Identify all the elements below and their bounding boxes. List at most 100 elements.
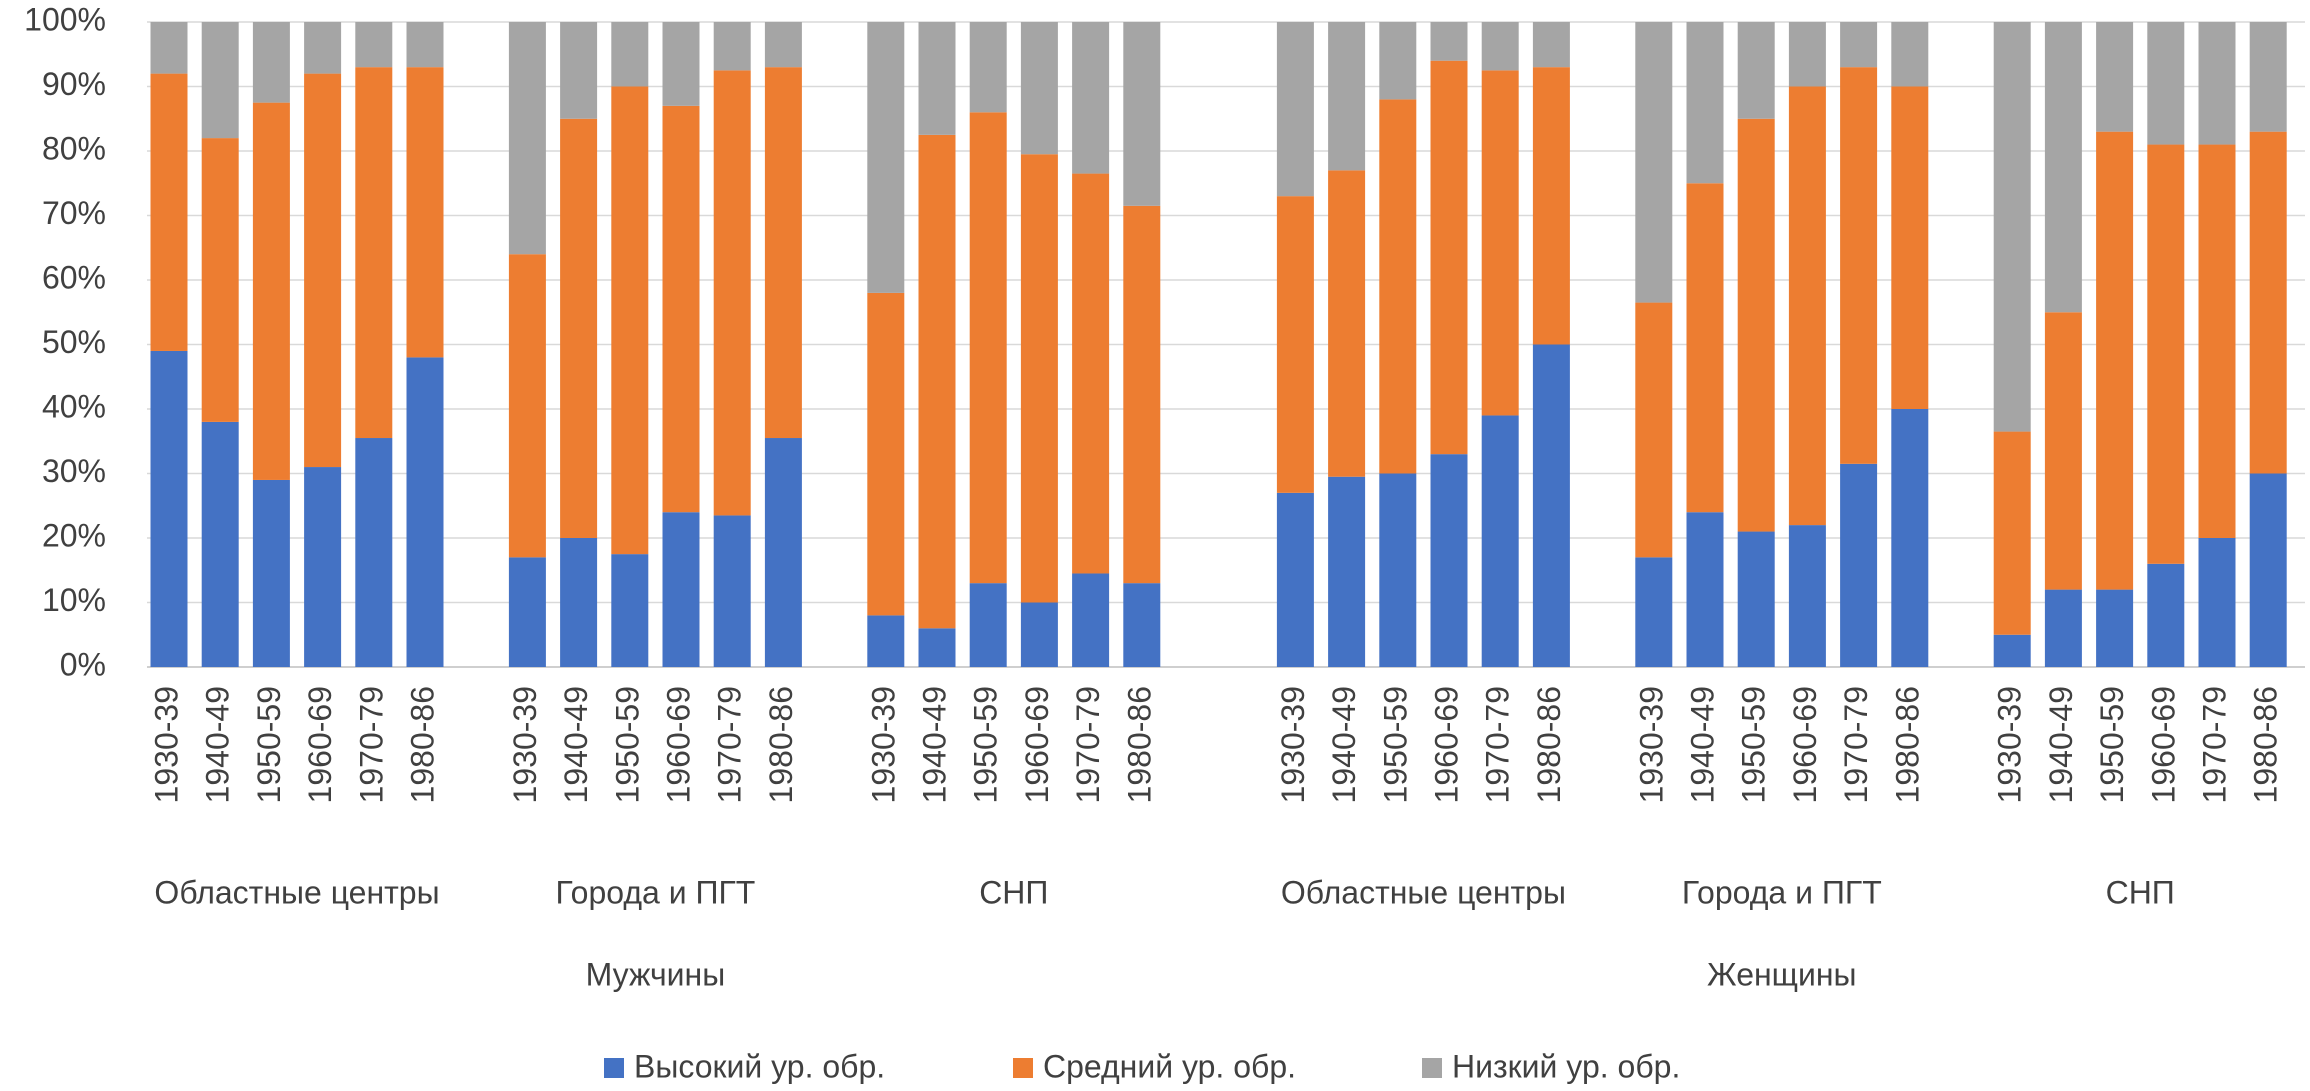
y-tick-label: 20% bbox=[42, 517, 106, 553]
bar-segment bbox=[764, 67, 802, 439]
bar-segment bbox=[1123, 22, 1161, 206]
x-tick-label: 1930-39 bbox=[865, 686, 901, 803]
bar-segment bbox=[969, 22, 1007, 113]
bar-segment bbox=[1993, 634, 2031, 667]
x-tick-label: 1940-49 bbox=[916, 686, 952, 803]
x-tick-label: 1950-59 bbox=[2094, 686, 2130, 803]
subgroup-label: СНП bbox=[979, 874, 1048, 910]
x-tick-label: 1970-79 bbox=[1838, 686, 1874, 803]
y-tick-label: 0% bbox=[60, 646, 106, 682]
bar-segment bbox=[1788, 22, 1826, 87]
bar-segment bbox=[1993, 22, 2031, 432]
bar-segment bbox=[867, 615, 905, 667]
bar-segment bbox=[560, 538, 598, 667]
bar-segment bbox=[611, 86, 649, 555]
legend-swatch bbox=[604, 1058, 624, 1078]
bar-segment bbox=[252, 22, 290, 103]
legend-swatch bbox=[1013, 1058, 1033, 1078]
x-tick-label: 1970-79 bbox=[1070, 686, 1106, 803]
bar-segment bbox=[1072, 22, 1110, 174]
bar-segment bbox=[2147, 563, 2185, 667]
y-tick-label: 40% bbox=[42, 388, 106, 424]
bar-segment bbox=[1891, 22, 1929, 87]
subgroup-label: Областные центры bbox=[1281, 874, 1566, 910]
bar-segment bbox=[2198, 22, 2236, 145]
x-tick-label: 1980-86 bbox=[2248, 686, 2284, 803]
bar-segment bbox=[764, 438, 802, 667]
bar-segment bbox=[304, 22, 342, 74]
bar-segment bbox=[2249, 473, 2287, 667]
x-tick-label: 1980-86 bbox=[763, 686, 799, 803]
x-tick-label: 1930-39 bbox=[1275, 686, 1311, 803]
bar-segment bbox=[918, 134, 956, 629]
y-tick-label: 50% bbox=[42, 324, 106, 360]
bar-segment bbox=[1276, 196, 1314, 493]
bar-segment bbox=[1686, 22, 1724, 184]
x-tick-label: 1980-86 bbox=[1889, 686, 1925, 803]
bar-segment bbox=[2147, 144, 2185, 564]
x-tick-label: 1960-69 bbox=[660, 686, 696, 803]
bar-segment bbox=[304, 73, 342, 468]
bar-segment bbox=[2249, 131, 2287, 474]
y-tick-label: 10% bbox=[42, 582, 106, 618]
bar-segment bbox=[1020, 602, 1058, 667]
y-tick-label: 80% bbox=[42, 130, 106, 166]
y-tick-label: 60% bbox=[42, 259, 106, 295]
bar-segment bbox=[713, 515, 751, 667]
legend-label: Средний ур. обр. bbox=[1043, 1048, 1296, 1084]
bar-segment bbox=[406, 67, 444, 358]
bar-segment bbox=[1891, 86, 1929, 409]
x-tick-label: 1940-49 bbox=[558, 686, 594, 803]
x-tick-label: 1950-59 bbox=[1736, 686, 1772, 803]
x-tick-label: 1970-79 bbox=[1480, 686, 1516, 803]
x-tick-label: 1980-86 bbox=[404, 686, 440, 803]
bar-segment bbox=[1430, 454, 1468, 667]
bar-segment bbox=[1993, 431, 2031, 635]
bar-segment bbox=[713, 22, 751, 71]
subgroup-label: Областные центры bbox=[154, 874, 439, 910]
bar-segment bbox=[1635, 302, 1673, 558]
bar-segment bbox=[2147, 22, 2185, 145]
bar-segment bbox=[1072, 173, 1110, 574]
bar-segment bbox=[1020, 22, 1058, 155]
bar-segment bbox=[2044, 589, 2082, 667]
bar-segment bbox=[1430, 60, 1468, 455]
y-tick-label: 70% bbox=[42, 195, 106, 231]
bar-segment bbox=[508, 22, 546, 255]
bar-segment bbox=[1328, 22, 1366, 171]
bar-segment bbox=[662, 105, 700, 513]
bar-segment bbox=[1379, 99, 1417, 474]
bar-segment bbox=[1379, 22, 1417, 100]
bar-segment bbox=[304, 467, 342, 667]
bar-segment bbox=[1072, 573, 1110, 667]
legend-label: Высокий ур. обр. bbox=[634, 1048, 885, 1084]
bar-segment bbox=[2044, 22, 2082, 313]
bar-segment bbox=[1276, 492, 1314, 667]
bar-segment bbox=[2198, 538, 2236, 667]
bar-segment bbox=[918, 628, 956, 667]
bar-segment bbox=[2096, 131, 2134, 590]
bar-segment bbox=[1891, 409, 1929, 667]
x-tick-label: 1970-79 bbox=[353, 686, 389, 803]
x-tick-label: 1930-39 bbox=[1992, 686, 2028, 803]
bar-segment bbox=[611, 22, 649, 87]
x-tick-label: 1970-79 bbox=[2196, 686, 2232, 803]
x-tick-label: 1960-69 bbox=[302, 686, 338, 803]
bar-segment bbox=[355, 438, 393, 667]
x-tick-label: 1940-49 bbox=[1326, 686, 1362, 803]
x-tick-label: 1960-69 bbox=[2145, 686, 2181, 803]
bar-segment bbox=[252, 102, 290, 480]
x-tick-label: 1950-59 bbox=[609, 686, 645, 803]
bar-segment bbox=[918, 22, 956, 135]
bar-segment bbox=[2096, 589, 2134, 667]
bar-segment bbox=[1737, 531, 1775, 667]
bar-segment bbox=[150, 350, 188, 667]
x-tick-label: 1960-69 bbox=[1428, 686, 1464, 803]
bar-segment bbox=[1481, 22, 1519, 71]
y-tick-label: 30% bbox=[42, 453, 106, 489]
bar-segment bbox=[355, 22, 393, 68]
bar-segment bbox=[1532, 22, 1570, 68]
bar-segment bbox=[1328, 476, 1366, 667]
subgroup-label: Города и ПГТ bbox=[555, 874, 755, 910]
